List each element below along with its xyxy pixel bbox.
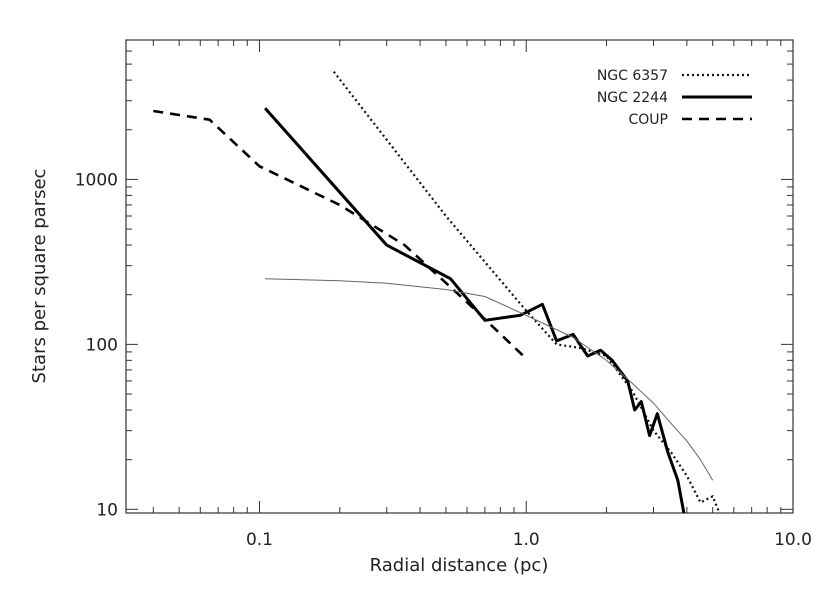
legend-label: COUP [629,112,668,128]
legend-label: NGC 2244 [597,90,668,106]
plot-frame [125,39,794,514]
series-line-model-fit [265,278,714,481]
y-tick-label: 10 [96,500,118,520]
axis-ticks [126,39,794,513]
y-axis-label: Stars per square parsec [29,169,50,384]
legend: NGC 6357 NGC 2244 COUP [597,68,752,128]
x-tick-label: 0.1 [246,530,273,550]
x-tick-label: 1.0 [513,530,540,550]
x-axis-label: Radial distance (pc) [370,555,549,576]
series-line-coup [153,109,528,360]
series-layer [153,71,721,514]
x-tick-label: 10.0 [774,530,812,550]
legend-label: NGC 6357 [597,68,668,84]
y-tick-label: 1000 [75,170,118,190]
tick-labels: 0.1 1.0 10.0 10 100 1000 [75,170,812,550]
y-tick-label: 100 [86,335,118,355]
